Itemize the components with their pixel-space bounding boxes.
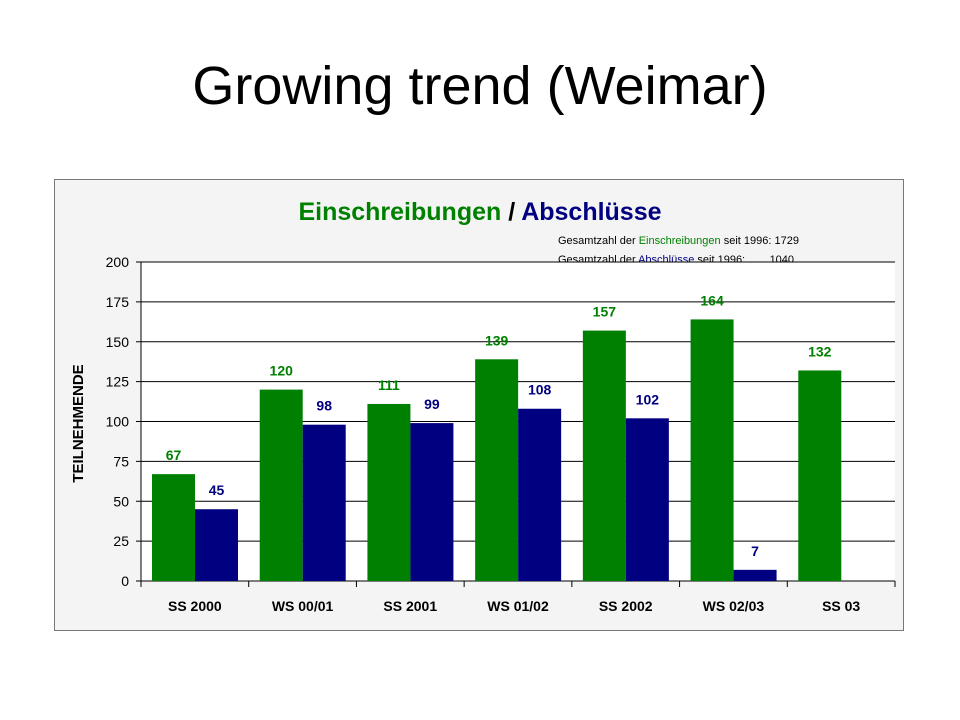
chart-title: Einschreibungen / Abschlüsse [298,198,661,226]
chart-frame: Einschreibungen / Abschlüsse Gesamtzahl … [54,179,904,631]
y-tick-label: 150 [106,334,130,350]
data-label-abschluesse: 7 [751,543,759,559]
category-label: WS 02/03 [703,598,765,614]
bar-abschluesse [302,424,346,581]
category-label: SS 2000 [168,598,222,614]
category-label: WS 01/02 [487,598,549,614]
data-label-abschluesse: 98 [316,398,332,414]
category-label: WS 00/01 [272,598,334,614]
data-label-abschluesse: 108 [528,382,552,398]
y-tick-label: 100 [106,414,130,430]
bar-einschreibungen [582,330,626,581]
bar-abschluesse [518,408,562,581]
bar-abschluesse [625,418,669,581]
data-label-einschreibungen: 111 [378,377,400,393]
y-axis-label: TEILNEHMENDE [70,364,87,482]
y-tick-label: 25 [113,533,129,549]
data-label-abschluesse: 45 [209,482,225,498]
y-tick-label: 125 [106,374,130,390]
chart-title-separator: / [501,198,521,226]
data-label-einschreibungen: 164 [700,292,724,308]
chart-title-abschluesse: Abschlüsse [521,198,661,226]
chart-annotations: Gesamtzahl der Einschreibungen seit 1996… [558,235,799,266]
bar-einschreibungen [798,370,842,581]
bar-abschluesse [733,569,777,581]
bar-chart: Einschreibungen / Abschlüsse Gesamtzahl … [70,198,896,614]
y-tick-label: 200 [106,254,130,270]
y-tick-label: 175 [106,294,130,310]
category-label: SS 2001 [383,598,437,614]
data-label-einschreibungen: 139 [485,332,509,348]
y-tick-label: 0 [121,573,129,589]
bar-einschreibungen [690,319,734,581]
category-label: SS 2002 [599,598,653,614]
bar-einschreibungen [259,389,303,581]
plot-area: 0 25 50 75 100 125 150 175 200 TEILNEHMENDE SS 200… [70,254,896,614]
bar-einschreibungen [152,474,195,581]
bar-einschreibungen [475,359,519,581]
bar-abschluesse [195,509,238,581]
data-label-einschreibungen: 132 [808,343,832,359]
chart-title-einschreibungen: Einschreibungen [298,198,501,226]
data-label-abschluesse: 102 [636,391,660,407]
bar-einschreibungen [367,403,411,581]
slide-title: Growing trend (Weimar) [192,56,768,116]
bar-abschluesse [410,423,454,581]
data-label-einschreibungen: 120 [270,363,294,379]
category-label: SS 03 [822,598,860,614]
y-tick-label: 75 [113,453,129,469]
annotation-1: Gesamtzahl der Einschreibungen seit 1996… [558,235,799,247]
data-label-abschluesse: 99 [424,396,440,412]
data-label-einschreibungen: 67 [166,447,182,463]
y-tick-label: 50 [113,493,129,509]
data-label-einschreibungen: 157 [593,304,617,320]
